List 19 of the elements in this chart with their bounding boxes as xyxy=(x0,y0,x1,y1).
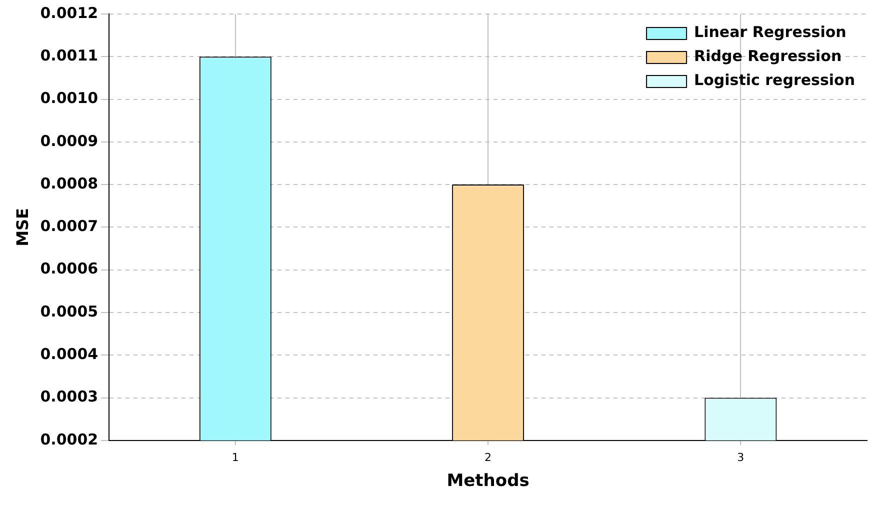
legend-label: Linear Regression xyxy=(694,22,846,41)
y-tick-label: 0.0006 xyxy=(40,260,98,278)
y-tick-label: 0.0010 xyxy=(40,89,98,108)
x-tick-label: 1 xyxy=(232,450,239,464)
y-tick-label: 0.0012 xyxy=(40,4,98,22)
y-tick-label: 0.0004 xyxy=(40,345,98,364)
y-tick-label: 0.0008 xyxy=(40,174,98,192)
x-tick-label: 2 xyxy=(484,450,492,464)
y-tick-label: 0.0003 xyxy=(40,388,98,406)
x-axis-title: Methods xyxy=(446,471,530,492)
y-tick-label: 0.0011 xyxy=(40,46,98,65)
y-axis-title: MSE xyxy=(12,208,32,246)
y-tick-label: 0.0007 xyxy=(40,217,98,236)
legend-label: Logistic regression xyxy=(694,70,856,89)
y-tick-label: 0.0005 xyxy=(40,302,98,320)
legend-label: Ridge Regression xyxy=(694,46,842,65)
y-tick-label: 0.0002 xyxy=(40,430,98,448)
y-tick-label: 0.0009 xyxy=(40,132,98,150)
x-tick-label: 3 xyxy=(737,450,744,464)
